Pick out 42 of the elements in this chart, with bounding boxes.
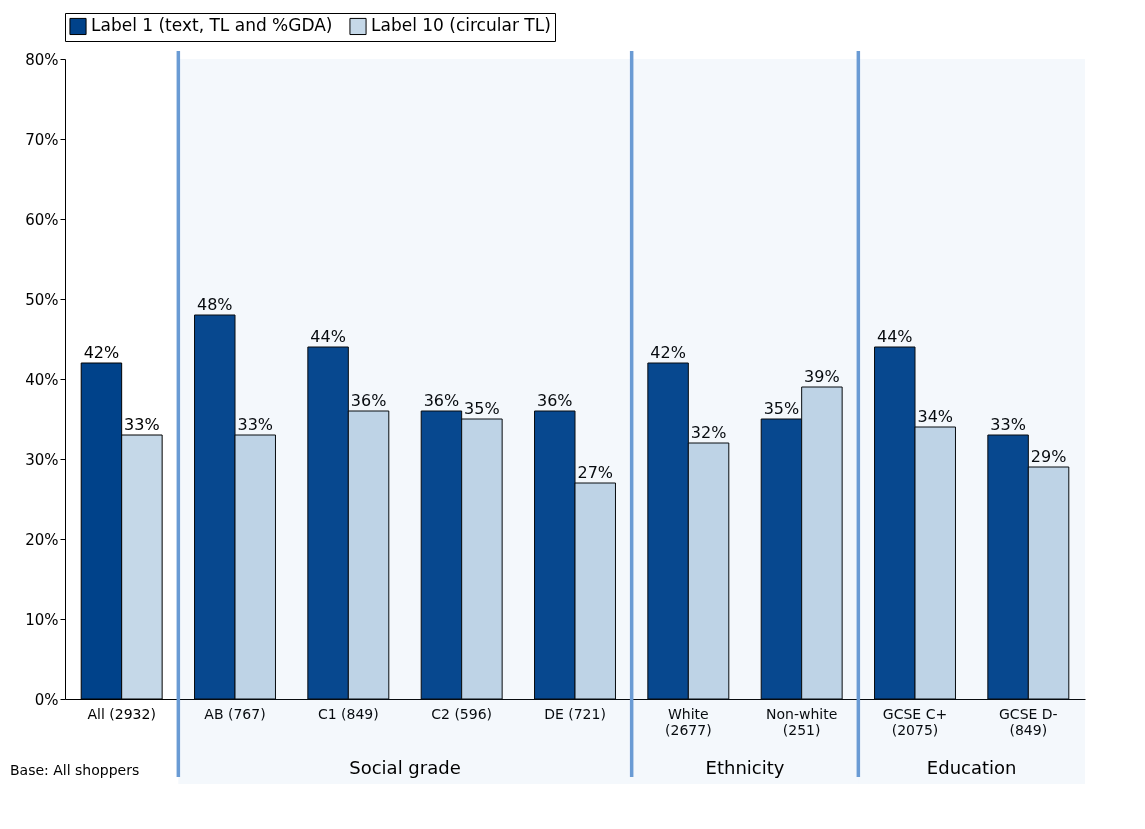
data-label: 42% [83,343,120,362]
text: Base: All shoppers [10,762,140,778]
data-label: 27% [577,463,614,482]
data-label: 33% [124,415,160,434]
x-tick-label: DE (721) [544,705,606,722]
y-tick-label: 50% [25,290,59,309]
x-tick-label: AB (767) [204,705,266,722]
legend-label: Label 10 (circular TL) [371,15,551,36]
y-tick-label: 60% [25,210,59,229]
y-tick-label: 30% [25,450,59,469]
data-label: 42% [650,343,686,362]
band-label: Education [926,757,1017,778]
x-tick-label: C2 (596) [431,705,493,722]
data-label: 33% [237,415,274,434]
y-tick-label: 10% [25,610,59,629]
data-label: 36% [350,391,387,410]
data-label: 39% [804,367,840,386]
data-label: 29% [1030,447,1067,466]
data-label: 36% [536,391,573,410]
x-tick-label: Non-white (251) [766,705,838,738]
data-label: 44% [876,327,913,346]
legend-label: Label 1 (text, TL and %GDA) [91,15,333,36]
y-tick-label: 40% [25,370,59,389]
y-tick-label: 70% [25,130,59,149]
data-label: 33% [990,415,1026,434]
band-label: Social grade [349,757,461,778]
data-label: 44% [310,327,346,346]
y-tick-label: 20% [25,530,59,549]
data-label: 48% [196,295,233,314]
data-label: 32% [690,423,727,442]
y-tick-label: 80% [25,50,59,69]
data-label: 34% [917,407,954,426]
x-tick-label: C1 (849) [317,705,379,722]
y-tick-label: 0% [34,690,59,709]
x-tick-label: GCSE C+ (2075) [882,705,948,738]
data-label: 36% [423,391,460,410]
x-tick-label: GCSE D- (849) [999,705,1058,738]
data-label: 35% [763,399,800,418]
x-tick-label: All (2932) [87,705,156,722]
data-label: 35% [464,399,500,418]
x-tick-label: White (2677) [665,705,712,738]
band-label: Ethnicity [705,757,785,778]
